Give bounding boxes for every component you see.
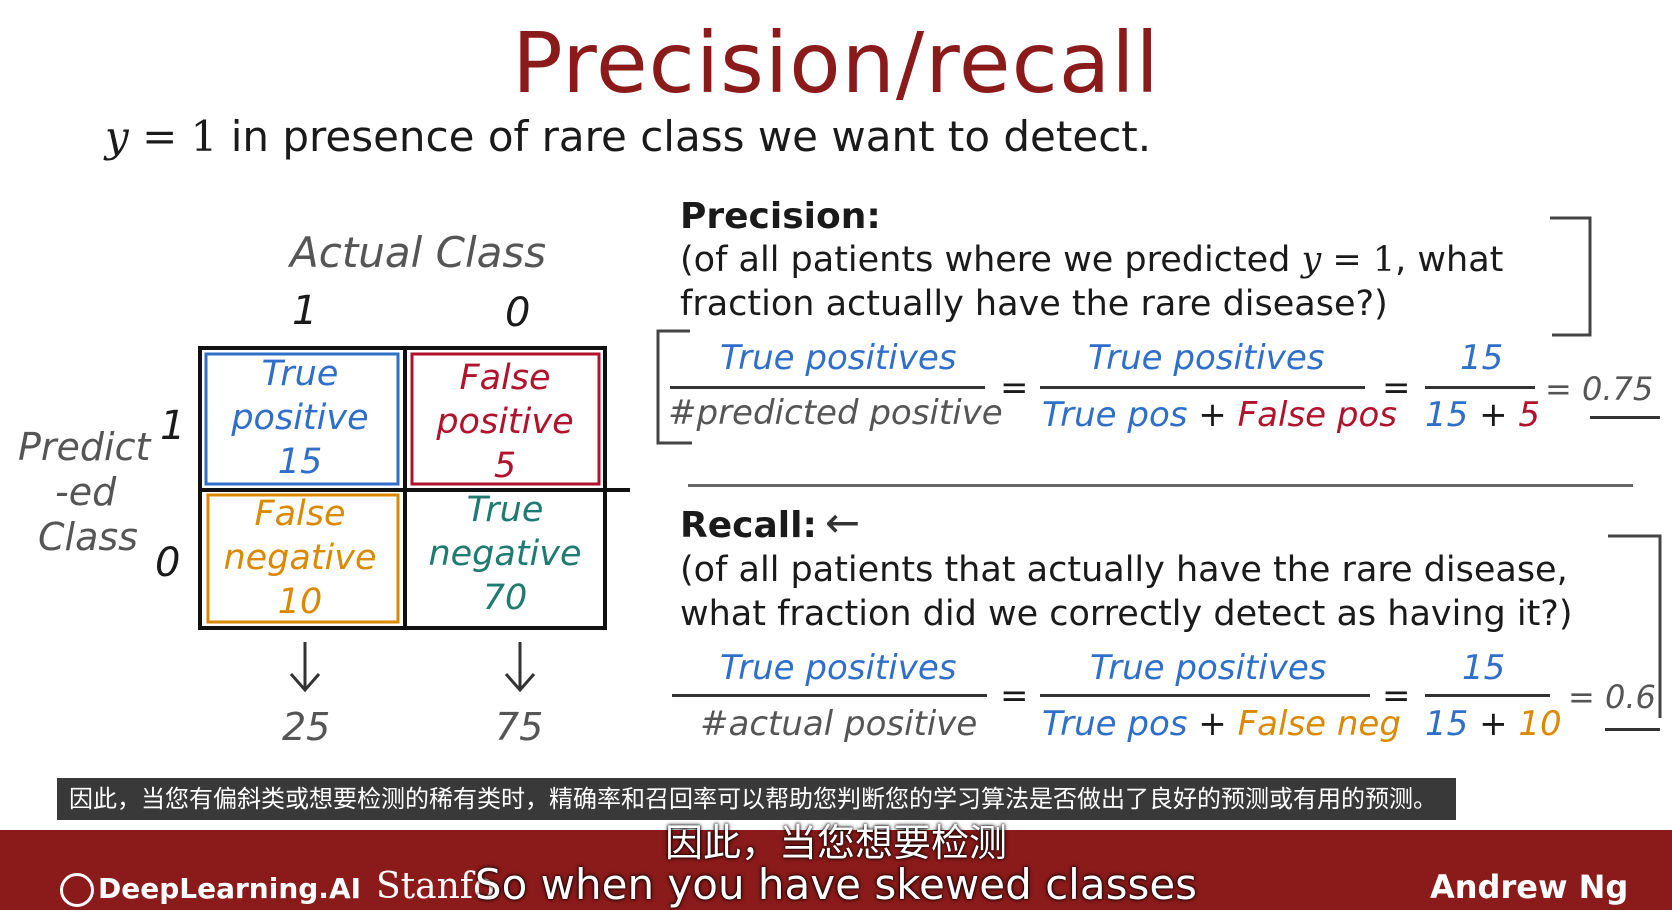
- true-negative-cell: True negative 70: [410, 488, 600, 620]
- logo-icon: [60, 873, 94, 907]
- recall-den2a: True pos: [1042, 704, 1188, 744]
- precision-line1b: , what: [1395, 240, 1504, 280]
- slide-subtitle: y = 1 in presence of rare class we want …: [105, 112, 1151, 161]
- precision-plus: +: [1198, 395, 1227, 435]
- subtitle-one: 1: [190, 112, 218, 161]
- row-label-1: 1: [160, 403, 186, 449]
- subtitle-rest: in presence of rare class we want to det…: [217, 112, 1152, 161]
- frac-line: [1040, 386, 1365, 389]
- row-label-0: 0: [155, 540, 181, 586]
- result-underline: [1605, 728, 1660, 731]
- col-label-1: 1: [292, 288, 318, 334]
- recall-den3a: 15: [1425, 704, 1469, 744]
- tn-line1: True: [466, 490, 544, 530]
- recall-line2: what fraction did we correctly detect as…: [680, 594, 1573, 634]
- false-positive-cell: False positive 5: [410, 356, 600, 488]
- recall-num2: True positives: [1090, 648, 1327, 688]
- col-label-0: 0: [505, 290, 531, 336]
- actual-class-label: Actual Class: [290, 228, 547, 277]
- precision-den3a: 15: [1425, 395, 1469, 435]
- precision-eq2: =: [1382, 368, 1411, 408]
- caption-bar: 因此，当您有偏斜类或想要检测的稀有类时，精确率和召回率可以帮助您判断您的学习算法…: [57, 778, 1456, 820]
- precision-eq: =: [1321, 240, 1373, 280]
- precision-var: y: [1301, 240, 1322, 280]
- bracket-right: [1608, 534, 1662, 718]
- fn-value: 10: [277, 582, 323, 622]
- fp-value: 5: [493, 446, 517, 486]
- fp-line1: False: [459, 358, 551, 398]
- recall-num1: True positives: [720, 648, 957, 688]
- precision-den2a: True pos: [1042, 395, 1188, 435]
- recall-den1: #actual positive: [700, 704, 978, 744]
- precision-eq1: =: [1000, 368, 1029, 408]
- precision-line2: fraction actually have the rare disease?…: [680, 284, 1388, 324]
- subtitle-chinese: 因此，当您想要检测: [664, 821, 1007, 865]
- recall-den3: 15 + 10: [1425, 704, 1562, 744]
- precision-line1: (of all patients where we predicted y = …: [680, 238, 1503, 282]
- subtitle-english: So when you have skewed classes: [474, 860, 1198, 909]
- fn-line2: negative: [223, 538, 377, 578]
- bracket-left: [656, 329, 692, 445]
- precision-num1: True positives: [720, 338, 957, 378]
- fn-line1: False: [254, 494, 346, 534]
- deeplearning-logo: DeepLearning.AI: [60, 872, 361, 907]
- subtitle-var: y: [105, 112, 129, 161]
- frac-line: [1040, 694, 1370, 697]
- frac-line: [670, 386, 985, 389]
- recall-line1: (of all patients that actually have the …: [680, 550, 1568, 590]
- recall-eq1: =: [1000, 676, 1029, 716]
- true-positive-cell: True positive 15: [205, 352, 395, 484]
- frac-line: [672, 694, 987, 697]
- predicted-label-2: -ed: [55, 470, 117, 514]
- tp-line1: True: [261, 354, 339, 394]
- false-negative-cell: False negative 10: [205, 492, 395, 624]
- result-underline: [1590, 416, 1660, 419]
- recall-den3b: 10: [1518, 704, 1562, 744]
- logo-text: DeepLearning.AI: [98, 872, 362, 905]
- precision-plus: +: [1479, 395, 1508, 435]
- precision-den3b: 5: [1518, 395, 1541, 435]
- precision-den1: #predicted positive: [668, 393, 1003, 433]
- precision-one: 1: [1372, 240, 1396, 280]
- tn-value: 70: [482, 578, 528, 618]
- recall-den2b: False neg: [1237, 704, 1401, 744]
- precision-den2b: False pos: [1237, 395, 1397, 435]
- precision-result: = 0.75: [1545, 370, 1654, 408]
- recall-plus: +: [1198, 704, 1227, 744]
- tp-value: 15: [277, 442, 323, 482]
- footer-bar: [0, 830, 1672, 910]
- precision-line1a: (of all patients where we predicted: [680, 240, 1302, 280]
- precision-num3: 15: [1460, 338, 1504, 378]
- frac-line: [1425, 694, 1550, 697]
- col-total-0: 75: [495, 705, 544, 749]
- predicted-label-1: Predict: [18, 425, 151, 469]
- frac-line: [1425, 386, 1535, 389]
- tn-line2: negative: [428, 534, 582, 574]
- recall-num3: 15: [1462, 648, 1506, 688]
- precision-den3: 15 + 5: [1425, 395, 1540, 435]
- down-arrow-icon: [289, 642, 321, 693]
- predicted-label-3: Class: [38, 515, 138, 559]
- recall-plus: +: [1479, 704, 1508, 744]
- recall-heading: Recall:: [680, 505, 817, 546]
- down-arrow-icon: [504, 642, 536, 693]
- stanford-logo: Stanfo: [376, 866, 495, 907]
- precision-heading: Precision:: [680, 196, 881, 237]
- fp-line2: positive: [436, 402, 574, 442]
- precision-num2: True positives: [1088, 338, 1325, 378]
- bracket-right: [1550, 216, 1592, 337]
- section-divider: [688, 484, 1633, 487]
- recall-den2: True pos + False neg: [1042, 704, 1401, 744]
- recall-eq2: =: [1382, 676, 1411, 716]
- recall-result: = 0.6: [1568, 678, 1656, 716]
- slide-title: Precision/recall: [512, 14, 1160, 112]
- arrow-left-icon: ←: [825, 498, 861, 547]
- subtitle-eq: =: [128, 112, 191, 161]
- col-total-1: 25: [282, 705, 331, 749]
- precision-den2: True pos + False pos: [1042, 395, 1397, 435]
- tp-line2: positive: [231, 398, 369, 438]
- confusion-matrix-grid: [198, 346, 630, 630]
- presenter-name: Andrew Ng: [1430, 868, 1629, 906]
